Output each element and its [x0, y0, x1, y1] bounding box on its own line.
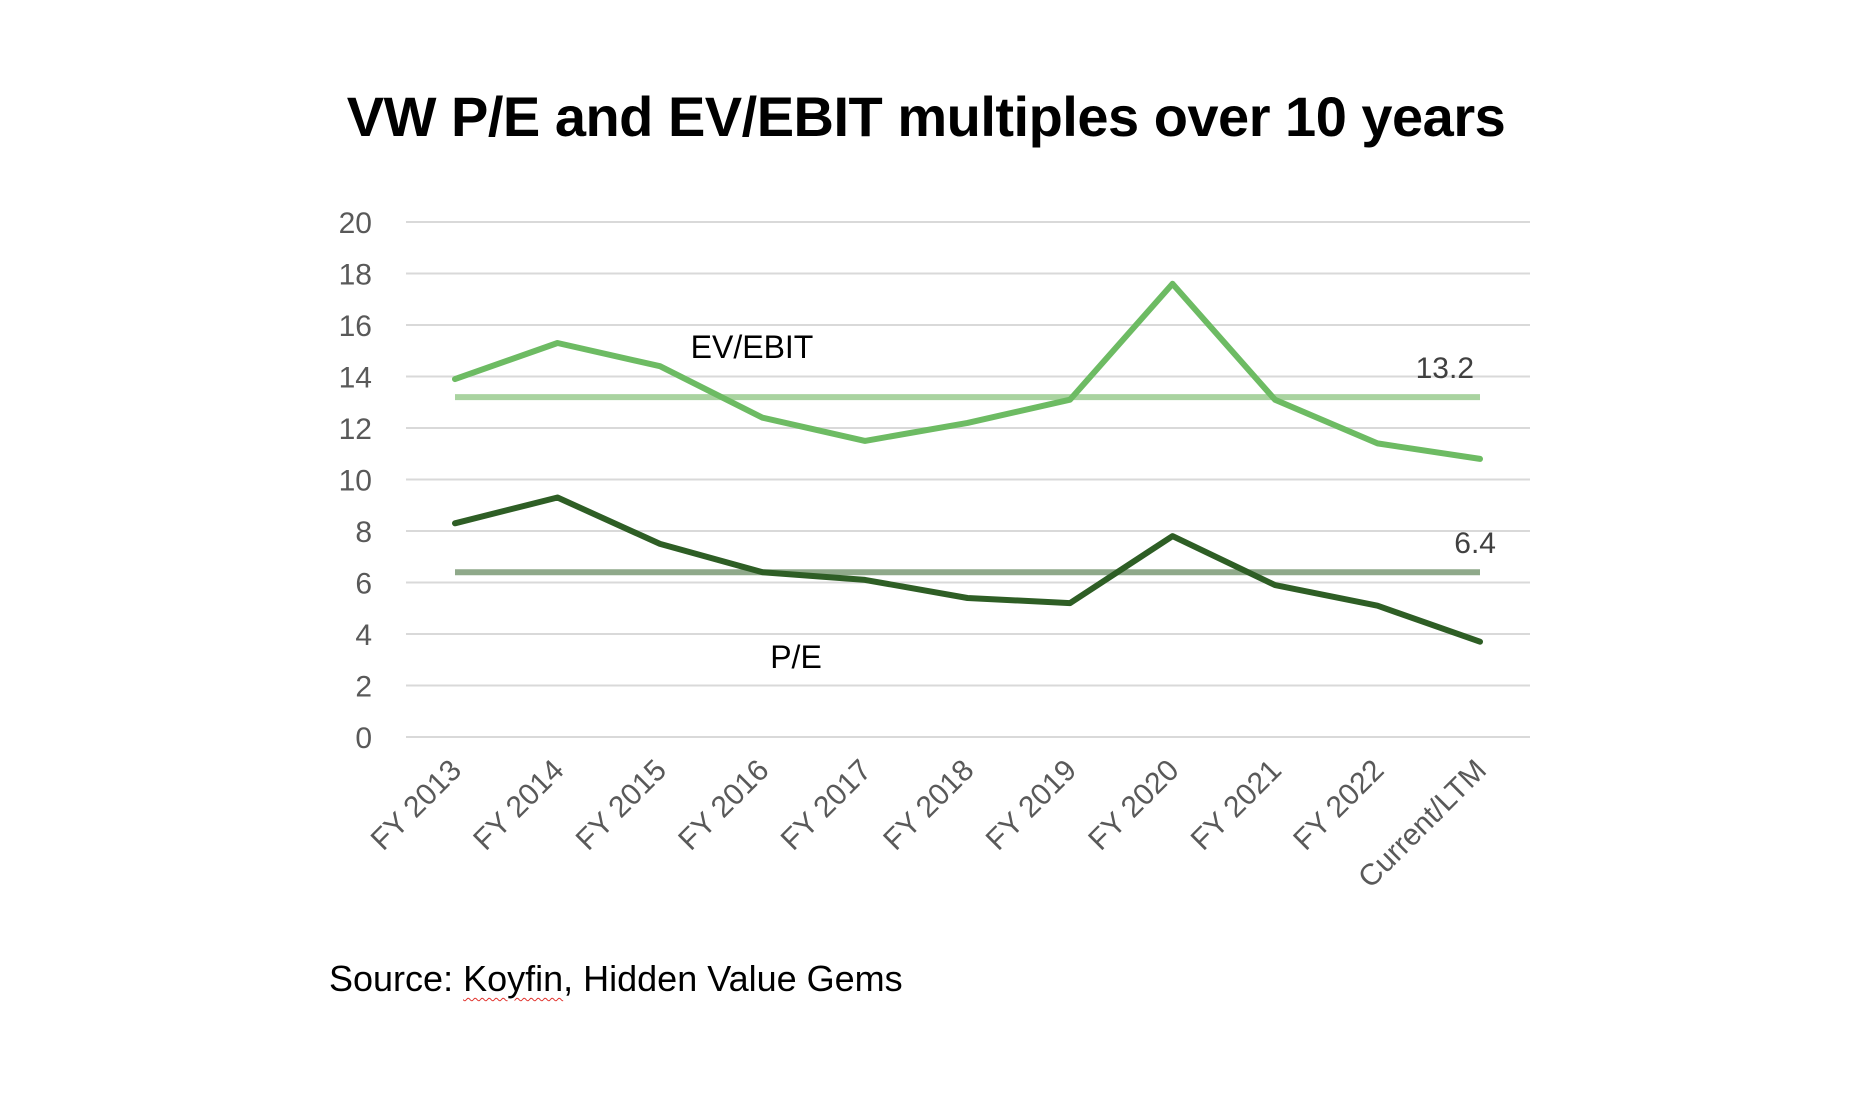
series-label: EV/EBIT	[691, 329, 814, 365]
average-label: 6.4	[1454, 527, 1496, 560]
x-tick-label: FY 2017	[775, 754, 878, 857]
x-tick-label: FY 2018	[877, 754, 980, 857]
x-axis-ticks: FY 2013 FY 2014 FY 2015 FY 2016 FY 2017 FY 20…	[365, 754, 1493, 895]
gridlines	[406, 221, 1530, 738]
series-lines	[452, 280, 1483, 645]
x-tick-label: FY 2021	[1185, 754, 1288, 857]
y-tick-label: 12	[339, 413, 372, 446]
source-brand: Koyfin	[463, 958, 564, 999]
y-tick-label: 2	[355, 671, 372, 704]
y-tick-label: 20	[339, 207, 372, 240]
y-tick-label: 6	[355, 568, 372, 601]
x-tick-label: FY 2013	[365, 754, 468, 857]
annotations: 13.2 6.4 EV/EBIT P/E	[691, 329, 1496, 675]
y-axis-ticks: 0 2 4 6 8 10 12 14 16 18 20	[339, 207, 372, 755]
x-tick-label: FY 2022	[1287, 754, 1390, 857]
series-line	[452, 494, 1483, 645]
x-tick-label: FY 2016	[672, 754, 775, 857]
source-rest: , Hidden Value Gems	[563, 958, 903, 999]
average-lines	[455, 394, 1480, 576]
y-tick-label: 10	[339, 465, 372, 498]
x-tick-label: FY 2020	[1082, 754, 1185, 857]
y-tick-label: 18	[339, 259, 372, 292]
y-tick-label: 0	[355, 722, 372, 755]
source-note: Source: Koyfin, Hidden Value Gems	[329, 958, 903, 1000]
average-label: 13.2	[1416, 352, 1474, 385]
series-line	[452, 280, 1483, 462]
chart-title: VW P/E and EV/EBIT multiples over 10 yea…	[346, 85, 1506, 148]
y-tick-label: 4	[355, 619, 372, 652]
x-tick-label: FY 2014	[467, 754, 570, 857]
y-tick-label: 16	[339, 310, 372, 343]
source-prefix: Source:	[329, 958, 464, 999]
y-tick-label: 8	[355, 516, 372, 549]
series-label: P/E	[770, 639, 822, 675]
x-tick-label: FY 2019	[980, 754, 1083, 857]
y-tick-label: 14	[339, 362, 372, 395]
x-tick-label: FY 2015	[570, 754, 673, 857]
